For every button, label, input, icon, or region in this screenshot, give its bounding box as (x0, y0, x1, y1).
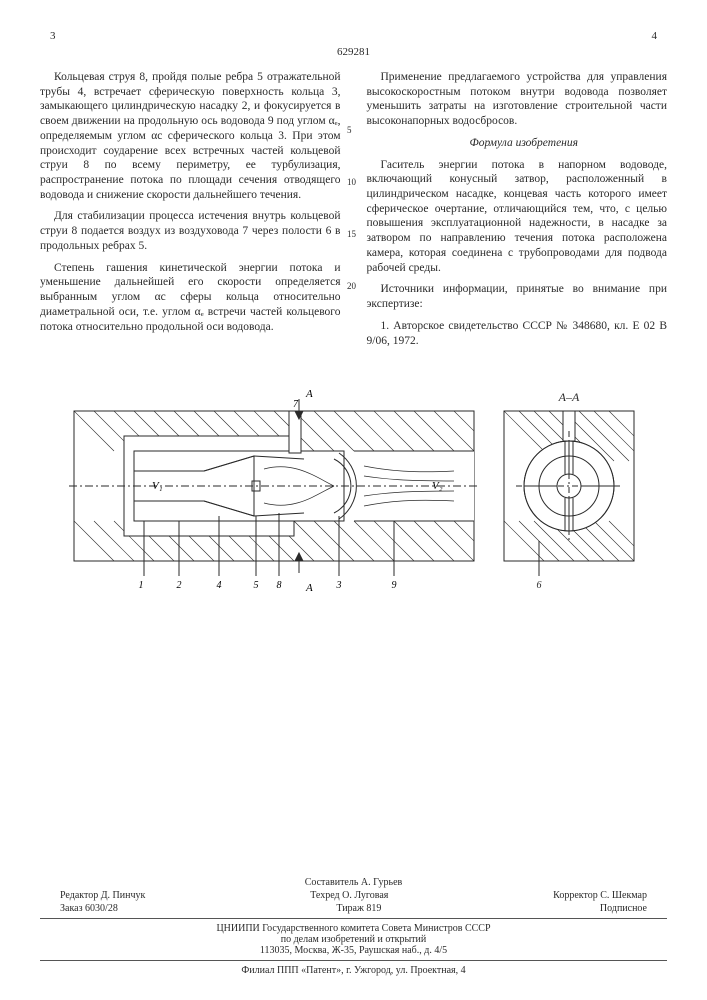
right-p1: Применение предлагаемого устройства для … (367, 70, 668, 129)
fig-label: 5 (253, 580, 258, 591)
right-p3-lead: Источники информации, принятые во вниман… (367, 282, 668, 311)
line-num: 20 (347, 282, 356, 291)
section-label-bot: A (305, 582, 313, 594)
left-p1: Кольцевая струя 8, пройдя полые ребра 5 … (40, 70, 341, 202)
line-num: 5 (347, 126, 352, 135)
footer-org2: по делам изобретений и открытий (40, 934, 667, 945)
footer-addr1: 113035, Москва, Ж-35, Раушская наб., д. … (40, 945, 667, 956)
footer-tirazh: Тираж 819 (336, 903, 381, 914)
fig-label: 1 (138, 580, 143, 591)
footer-podpisnoe: Подписное (600, 903, 647, 914)
right-column: Применение предлагаемого устройства для … (367, 70, 668, 355)
document-id: 629281 (40, 46, 667, 58)
right-p3-item: 1. Авторское свидетельство СССР № 348680… (367, 319, 668, 348)
v2-label: V₂ (432, 480, 443, 492)
section-label-top: A (305, 388, 313, 400)
technical-drawing: A A 7 V₁ V₂ 1 2 4 5 8 3 9 A–A (54, 381, 654, 601)
footer-compiler: Составитель А. Гурьев (40, 877, 667, 888)
footer-org1: ЦНИИПИ Государственного комитета Совета … (40, 923, 667, 934)
page-num-right: 4 (652, 30, 658, 42)
footer: Составитель А. Гурьев Редактор Д. Пинчук… (40, 877, 667, 976)
left-p2: Для стабилизации процесса истечения внут… (40, 209, 341, 253)
text-columns: Кольцевая струя 8, пройдя полые ребра 5 … (40, 70, 667, 355)
fig-label: 3 (335, 580, 341, 591)
formula-title: Формула изобретения (367, 136, 668, 151)
footer-order: Заказ 6030/28 (60, 903, 118, 914)
fig-label: 9 (391, 580, 396, 591)
fig-label: 8 (276, 580, 281, 591)
line-num: 10 (347, 178, 356, 187)
footer-techred: Техред О. Луговая (310, 890, 388, 901)
label-7: 7 (293, 399, 299, 410)
left-p3: Степень гашения кинетической энергии пот… (40, 261, 341, 335)
section-title: A–A (557, 390, 579, 404)
footer-corrector: Корректор С. Шекмар (553, 890, 647, 901)
page-num-left: 3 (50, 30, 56, 42)
footer-addr2: Филиал ППП «Патент», г. Ужгород, ул. Про… (40, 965, 667, 976)
fig-label: 2 (176, 580, 181, 591)
right-p2: Гаситель энергии потока в напорном водов… (367, 158, 668, 276)
fig-label: 4 (216, 580, 221, 591)
v1-label: V₁ (152, 480, 163, 492)
label-6: 6 (536, 580, 541, 591)
footer-editor: Редактор Д. Пинчук (60, 890, 145, 901)
line-num: 15 (347, 230, 356, 239)
left-column: Кольцевая струя 8, пройдя полые ребра 5 … (40, 70, 341, 355)
figure: A A 7 V₁ V₂ 1 2 4 5 8 3 9 A–A (40, 381, 667, 601)
